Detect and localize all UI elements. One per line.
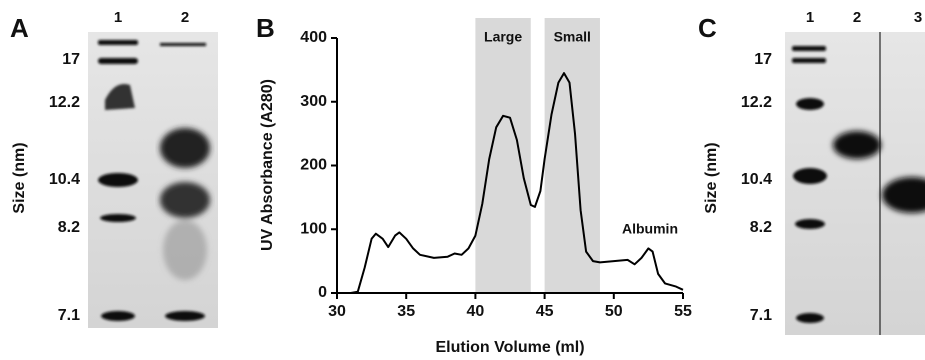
lane-label: 1 — [114, 9, 122, 26]
size-label: 12.2 — [49, 94, 80, 111]
annotation: Albumin — [622, 221, 678, 237]
size-label: 8.2 — [58, 219, 80, 236]
lane-label: 1 — [806, 9, 814, 26]
x-tick-label: 30 — [328, 303, 346, 320]
size-label: 10.4 — [741, 171, 772, 188]
size-label: 12.2 — [741, 94, 772, 111]
x-axis-title: Elution Volume (ml) — [435, 339, 584, 356]
lane-label: 2 — [853, 9, 861, 26]
size-label: 8.2 — [750, 219, 772, 236]
panel-letter: C — [698, 13, 717, 43]
size-label: 10.4 — [49, 171, 80, 188]
size-label: 17 — [62, 51, 80, 68]
size-label: 7.1 — [750, 307, 772, 324]
x-tick-label: 35 — [397, 303, 415, 320]
size-label: 17 — [754, 51, 772, 68]
region-label: Large — [484, 29, 522, 45]
x-tick-label: 40 — [467, 303, 485, 320]
y-tick-label: 0 — [318, 284, 327, 301]
figure: A Size (nm) B UV Absorbance (A280) Eluti… — [0, 0, 925, 360]
gel-a — [88, 32, 218, 328]
axis-title: Size (nm) — [11, 142, 28, 213]
x-tick-label: 50 — [605, 303, 623, 320]
x-tick-label: 55 — [674, 303, 692, 320]
axis-title: Size (nm) — [703, 142, 720, 213]
gel-c — [785, 32, 925, 335]
y-tick-label: 300 — [300, 93, 327, 110]
y-tick-label: 400 — [300, 29, 327, 46]
shaded-region — [475, 18, 530, 293]
size-label: 7.1 — [58, 307, 80, 324]
x-tick-label: 45 — [536, 303, 554, 320]
panel-letter: A — [10, 13, 29, 43]
region-label: Small — [554, 29, 591, 45]
lane-label: 2 — [181, 9, 189, 26]
lane-label: 3 — [914, 9, 922, 26]
y-tick-label: 200 — [300, 157, 327, 174]
shaded-region — [545, 18, 600, 293]
y-tick-label: 100 — [300, 220, 327, 237]
y-axis-title: UV Absorbance (A280) — [259, 79, 276, 251]
panel-letter: B — [256, 13, 275, 43]
